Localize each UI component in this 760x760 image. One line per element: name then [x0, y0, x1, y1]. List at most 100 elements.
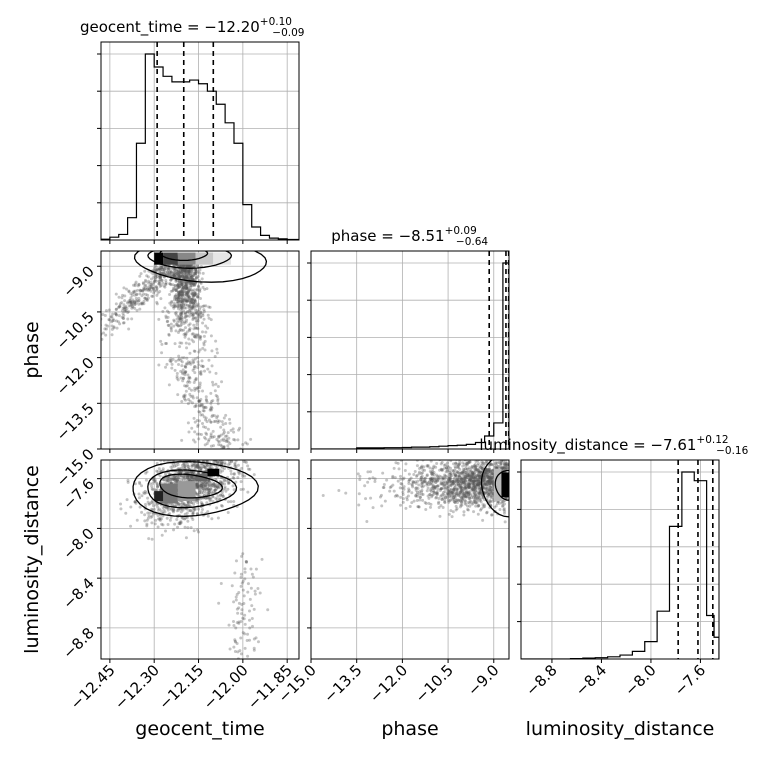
sample-point: [175, 476, 179, 480]
sample-point: [204, 487, 208, 491]
sample-point: [193, 298, 197, 302]
sample-point: [214, 484, 218, 488]
sample-point: [183, 455, 186, 458]
sample-point: [184, 293, 188, 297]
sample-point: [178, 284, 182, 288]
sample-point: [436, 477, 440, 481]
sample-point: [155, 461, 159, 465]
sample-point: [179, 324, 183, 328]
sample-point: [179, 281, 183, 285]
sample-point: [197, 389, 201, 393]
sample-point: [448, 470, 452, 474]
sample-point: [179, 269, 183, 273]
sample-point: [183, 281, 187, 285]
sample-point: [460, 479, 464, 483]
sample-point: [486, 471, 490, 475]
sample-point: [473, 496, 477, 500]
sample-point: [221, 423, 225, 427]
sample-point: [175, 279, 179, 283]
sample-point: [202, 440, 205, 443]
sample-point: [132, 283, 136, 287]
sample-point: [490, 493, 494, 497]
sample-point: [130, 300, 134, 304]
sample-point: [165, 506, 169, 510]
sample-point: [194, 326, 198, 330]
sample-point: [182, 462, 186, 466]
sample-point: [221, 466, 225, 470]
sample-point: [467, 474, 471, 478]
sample-point: [156, 513, 160, 517]
sample-point: [186, 265, 190, 269]
sample-point: [129, 296, 133, 300]
sample-point: [184, 269, 188, 273]
sample-point: [163, 267, 167, 271]
sample-point: [186, 421, 190, 425]
sample-point: [220, 461, 224, 465]
sample-point: [199, 314, 203, 318]
sample-point: [190, 332, 194, 336]
sample-point: [228, 460, 232, 464]
sample-point: [175, 296, 179, 300]
sample-point: [416, 479, 420, 483]
sample-point: [437, 474, 441, 478]
sample-point: [491, 476, 495, 480]
sample-point: [175, 317, 179, 321]
sample-point: [504, 461, 508, 465]
sample-point: [404, 506, 408, 510]
sample-point: [471, 470, 475, 474]
sample-point: [475, 474, 479, 478]
sample-point: [171, 305, 175, 309]
sample-point: [152, 266, 156, 270]
sample-point: [191, 284, 195, 288]
sample-point: [221, 461, 225, 465]
sample-point: [429, 460, 433, 463]
sample-point: [169, 270, 173, 274]
sample-point: [180, 269, 184, 273]
sample-point: [256, 587, 260, 591]
sample-point: [192, 293, 196, 297]
sample-point: [482, 503, 486, 507]
sample-point: [216, 494, 220, 498]
sample-point: [464, 462, 468, 466]
sample-point: [216, 419, 220, 423]
sample-point: [182, 302, 186, 306]
sample-point: [137, 282, 141, 286]
sample-point: [477, 470, 481, 474]
sample-point: [142, 286, 146, 290]
sample-point: [235, 642, 239, 646]
sample-point: [464, 495, 468, 499]
sample-point: [188, 329, 192, 333]
sample-point: [181, 299, 185, 303]
sample-point: [458, 485, 462, 489]
sample-point: [397, 467, 401, 471]
sample-point: [156, 267, 160, 271]
sample-point: [183, 269, 187, 273]
sample-point: [470, 480, 474, 484]
sample-point: [467, 474, 471, 478]
sample-point: [423, 480, 427, 484]
sample-point: [432, 490, 436, 494]
sample-point: [202, 343, 206, 347]
sample-point: [186, 373, 190, 377]
sample-point: [447, 512, 451, 516]
sample-point: [179, 308, 183, 312]
sample-point: [186, 270, 190, 274]
sample-point: [154, 279, 158, 283]
sample-point: [135, 308, 139, 312]
sample-point: [455, 498, 459, 502]
sample-point: [153, 522, 157, 526]
sample-point: [183, 312, 187, 316]
sample-point: [250, 456, 253, 459]
sample-point: [469, 479, 473, 483]
sample-point: [443, 501, 447, 505]
sample-point: [175, 478, 179, 482]
sample-point: [464, 486, 468, 490]
sample-point: [211, 383, 215, 387]
sample-point: [441, 481, 445, 485]
sample-point: [187, 272, 191, 276]
sample-point: [445, 494, 449, 498]
sample-point: [447, 489, 451, 493]
sample-point: [431, 480, 435, 484]
sample-point: [191, 314, 195, 318]
sample-point: [252, 637, 256, 641]
